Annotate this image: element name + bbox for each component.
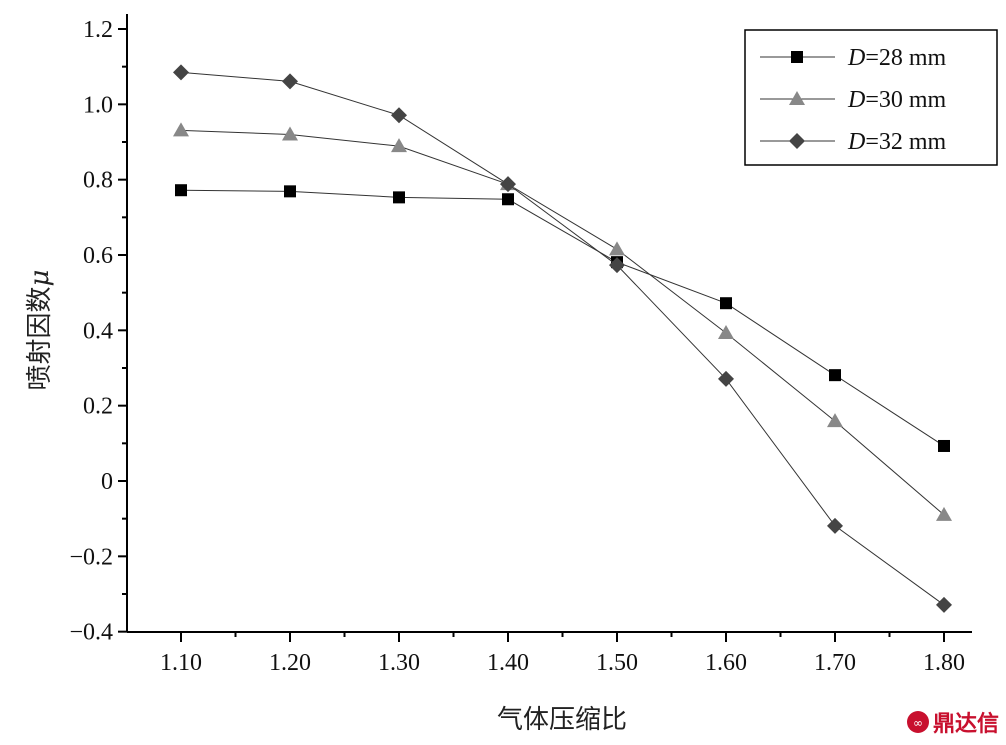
x-tick-label: 1.70 <box>814 650 856 676</box>
series-d-28-mm <box>175 184 950 452</box>
watermark: ∞ 鼎达信 <box>907 711 999 737</box>
y-tick-label: 1.2 <box>83 17 113 43</box>
x-tick-label: 1.10 <box>160 650 202 676</box>
x-tick-label: 1.60 <box>705 650 747 676</box>
series-line <box>180 189 945 447</box>
diamond-marker <box>282 73 298 90</box>
square-marker <box>720 297 732 310</box>
y-tick-label: 0 <box>101 469 113 495</box>
y-axis-symbol: μ <box>25 270 55 287</box>
legend-label: D=32 mm <box>847 129 947 155</box>
square-marker <box>938 439 950 452</box>
x-axis-title: 气体压缩比 <box>497 705 627 735</box>
y-tick-label: 0.4 <box>83 318 113 344</box>
x-tick-label: 1.40 <box>487 650 529 676</box>
legend: D=28 mm D=30 mm D=32 mm <box>744 29 998 166</box>
series-group <box>173 64 952 613</box>
square-marker <box>175 184 187 197</box>
watermark-text: 鼎达信 <box>933 711 999 737</box>
square-marker <box>502 193 514 206</box>
y-tick-label: 0.2 <box>83 394 113 420</box>
square-marker <box>393 191 405 204</box>
series-line <box>180 71 945 606</box>
x-tick-label: 1.80 <box>923 650 965 676</box>
triangle-marker <box>936 506 952 521</box>
square-marker <box>791 51 803 63</box>
y-tick-label: −0.2 <box>69 544 113 570</box>
y-tick-label: −0.4 <box>69 620 113 646</box>
triangle-marker <box>718 324 734 339</box>
svg-text:∞: ∞ <box>913 716 923 730</box>
y-axis-title-group: 喷射因数μ <box>25 270 55 391</box>
axes: −0.4 −0.2 0 0.2 0.4 0.6 0.8 1.0 1.2 1.10 1.20 1.30 1… <box>69 14 972 676</box>
diamond-marker <box>827 517 843 534</box>
diamond-marker <box>173 64 189 81</box>
triangle-marker <box>391 138 407 153</box>
diamond-marker <box>609 257 625 274</box>
series-line <box>180 129 945 516</box>
square-marker <box>284 185 296 198</box>
square-marker <box>829 369 841 382</box>
svg-text:喷射因数μ: 喷射因数μ <box>25 270 55 391</box>
series-d-30-mm <box>173 122 952 521</box>
diamond-marker <box>718 370 734 387</box>
diamond-marker <box>391 107 407 124</box>
triangle-marker <box>789 91 805 105</box>
diamond-marker <box>500 176 516 193</box>
triangle-marker <box>609 241 625 256</box>
legend-label: D=30 mm <box>847 87 947 113</box>
y-tick-label: 0.8 <box>83 168 113 194</box>
y-tick-label: 1.0 <box>83 92 113 118</box>
diamond-marker <box>936 596 952 613</box>
triangle-marker <box>827 413 843 428</box>
triangle-marker <box>173 122 189 137</box>
legend-label: D=28 mm <box>847 45 947 71</box>
x-tick-label: 1.30 <box>378 650 420 676</box>
x-tick-label: 1.20 <box>269 650 311 676</box>
diamond-marker <box>789 133 805 149</box>
legend-box <box>744 29 998 166</box>
y-axis-title: 喷射因数 <box>25 286 55 390</box>
series-d-32-mm <box>173 64 952 613</box>
x-tick-label: 1.50 <box>596 650 638 676</box>
y-tick-label: 0.6 <box>83 243 113 269</box>
triangle-marker <box>282 126 298 141</box>
